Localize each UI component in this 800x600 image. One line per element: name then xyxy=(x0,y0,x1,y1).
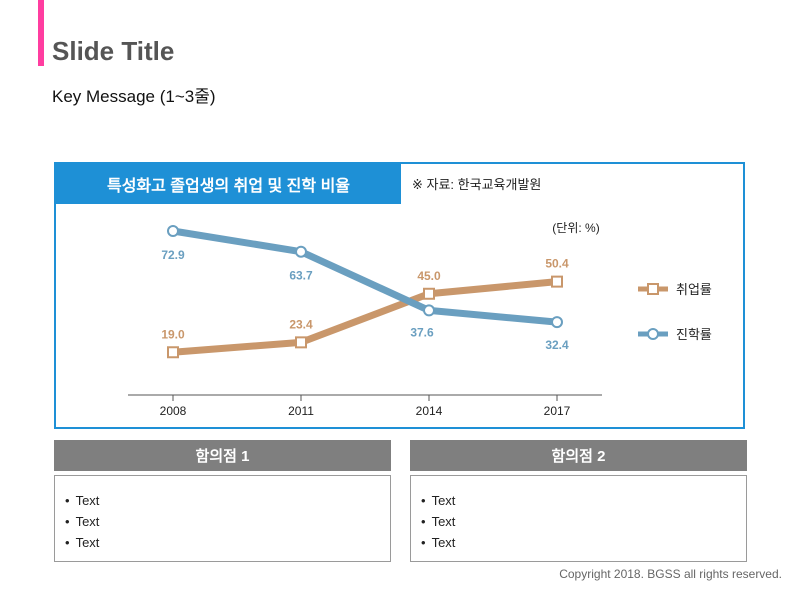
slide-title: Slide Title xyxy=(52,36,175,66)
data-point-marker xyxy=(167,346,179,359)
data-label: 32.4 xyxy=(545,338,569,352)
legend-label: 취업률 xyxy=(676,282,712,297)
list-item: Text xyxy=(421,511,746,532)
data-point-marker xyxy=(423,304,435,317)
data-point-marker xyxy=(295,245,307,258)
data-point-marker xyxy=(551,316,563,329)
panel-1-box: Text Text Text xyxy=(54,475,391,562)
data-label: 45.0 xyxy=(417,269,441,283)
x-tick-label: 2014 xyxy=(416,404,443,418)
chart-source: ※ 자료: 한국교육개발원 xyxy=(412,177,542,192)
list-item: Text xyxy=(421,532,746,553)
panel-2-list: Text Text Text xyxy=(411,476,746,553)
line-chart: 2008 2011 2014 2017 (단위: %) 19.0 23.4 45.0 50.4 7… xyxy=(128,221,712,418)
panel-2-box: Text Text Text xyxy=(410,475,747,562)
list-item: Text xyxy=(421,490,746,511)
list-item: Text xyxy=(65,490,390,511)
data-label: 50.4 xyxy=(545,257,569,271)
series-line-employment xyxy=(169,278,561,356)
panel-1-header: 함의점 1 xyxy=(54,440,391,471)
chart-title: 특성화고 졸업생의 취업 및 진학 비율 xyxy=(56,164,401,204)
legend-marker xyxy=(647,283,659,295)
legend-label: 진학률 xyxy=(676,327,712,342)
key-message: Key Message (1~3줄) xyxy=(52,87,216,106)
x-tick-label: 2011 xyxy=(288,404,314,418)
data-point-marker xyxy=(295,336,307,349)
unit-label: (단위: %) xyxy=(552,221,599,235)
title-accent-bar xyxy=(38,0,44,66)
copyright: Copyright 2018. BGSS all rights reserved… xyxy=(559,567,782,581)
data-label: 63.7 xyxy=(289,269,313,283)
data-label: 72.9 xyxy=(161,248,185,262)
panel-2-header: 함의점 2 xyxy=(410,440,747,471)
data-point-marker xyxy=(423,287,435,300)
data-label: 37.6 xyxy=(410,325,434,339)
data-label: 23.4 xyxy=(289,317,313,331)
series-line-advancement xyxy=(169,227,561,326)
list-item: Text xyxy=(65,532,390,553)
panel-1-list: Text Text Text xyxy=(55,476,390,553)
legend-marker xyxy=(647,328,659,340)
data-point-marker xyxy=(551,275,563,288)
data-label: 19.0 xyxy=(161,327,185,341)
chart-frame: 특성화고 졸업생의 취업 및 진학 비율 ※ 자료: 한국교육개발원 2008 2… xyxy=(54,162,745,429)
x-tick-label: 2017 xyxy=(544,404,571,418)
list-item: Text xyxy=(65,511,390,532)
x-tick-label: 2008 xyxy=(160,404,187,418)
data-point-marker xyxy=(167,225,179,237)
